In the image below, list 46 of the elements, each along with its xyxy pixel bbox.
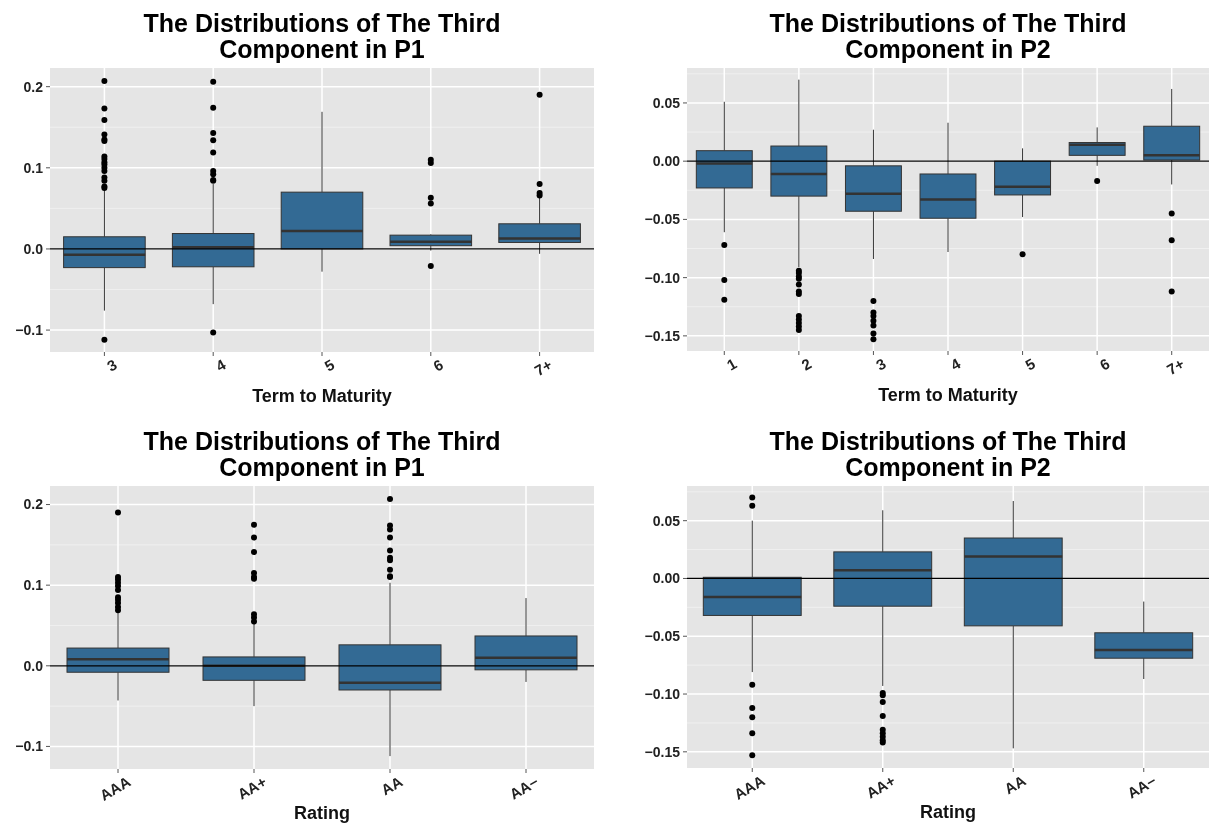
- x-tick-label: AAA: [730, 771, 768, 803]
- chart-title: The Distributions of The Third Component in P2: [769, 427, 1127, 481]
- y-tick-label: −0.1: [15, 321, 44, 338]
- y-tick-label: 0.1: [23, 577, 44, 594]
- y-tick-label: −0.05: [644, 628, 681, 645]
- y-tick-label: 0.00: [652, 570, 681, 587]
- x-tick-label: 3: [103, 355, 120, 375]
- x-tick-label: AA+: [863, 771, 899, 802]
- y-tick-label: 0.2: [23, 78, 44, 95]
- x-tick-label: 2: [798, 354, 815, 374]
- x-axis-title: Rating: [294, 803, 350, 823]
- x-tick-label: 5: [321, 355, 338, 375]
- y-tick-label: −0.15: [644, 743, 681, 760]
- y-tick-label: −0.10: [644, 269, 681, 286]
- y-tick-label: 0.00: [652, 153, 681, 170]
- y-tick-label: 0.05: [652, 94, 681, 111]
- y-tick-label: −0.1: [15, 738, 44, 755]
- y-tick-label: −0.10: [644, 685, 681, 702]
- x-tick-label: AA−: [506, 772, 542, 803]
- x-tick-label: AA−: [1124, 771, 1160, 802]
- x-tick-label: 7+: [531, 355, 556, 380]
- y-tick-label: 0.0: [23, 657, 44, 674]
- chart-title: The Distributions of The Third Component in P1: [143, 427, 501, 481]
- chart-title: The Distributions of The Third Component in P1: [143, 9, 501, 63]
- x-tick-label: AAA: [96, 772, 134, 804]
- y-tick-label: 0.05: [652, 512, 681, 529]
- x-tick-label: 7+: [1163, 354, 1188, 379]
- x-tick-label: 5: [1022, 354, 1038, 374]
- x-tick-label: AA: [378, 772, 406, 799]
- y-tick-label: −0.15: [644, 327, 681, 344]
- x-tick-label: AA+: [234, 772, 270, 803]
- y-tick-label: 0.1: [23, 159, 44, 176]
- x-axis-title: Term to Maturity: [878, 385, 1018, 405]
- x-tick-label: 3: [873, 354, 889, 374]
- chart-title: The Distributions of The Third Component in P2: [769, 9, 1127, 63]
- x-tick-label: 4: [947, 354, 964, 374]
- x-tick-label: 4: [212, 355, 230, 375]
- x-tick-label: AA: [1001, 771, 1029, 798]
- y-tick-label: 0.0: [23, 240, 44, 257]
- x-tick-label: 1: [723, 354, 740, 374]
- x-tick-label: 6: [1096, 354, 1113, 374]
- x-tick-label: 6: [430, 355, 447, 375]
- x-axis-title: Term to Maturity: [252, 386, 392, 406]
- y-tick-label: −0.05: [644, 211, 681, 228]
- x-axis-title: Rating: [920, 802, 976, 822]
- y-tick-label: 0.2: [23, 496, 44, 513]
